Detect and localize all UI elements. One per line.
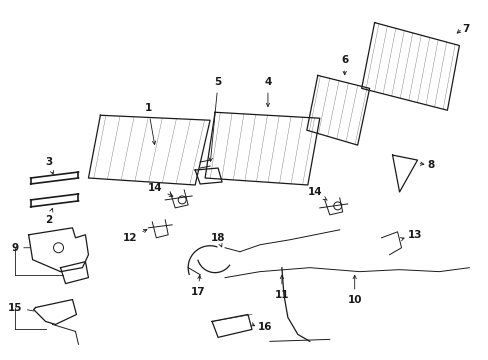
Text: 15: 15 (7, 302, 34, 312)
Text: 8: 8 (427, 160, 434, 170)
Text: 2: 2 (45, 208, 53, 225)
Text: 18: 18 (210, 233, 225, 247)
Text: 12: 12 (123, 229, 147, 243)
Text: 1: 1 (144, 103, 155, 144)
Text: 3: 3 (45, 157, 54, 174)
Text: 5: 5 (209, 77, 221, 161)
Text: 7: 7 (462, 24, 469, 33)
Text: 14: 14 (307, 187, 326, 200)
Text: 17: 17 (190, 275, 205, 297)
Text: 14: 14 (148, 183, 172, 197)
Text: 16: 16 (258, 323, 272, 332)
Text: 11: 11 (274, 275, 288, 300)
Text: 9: 9 (11, 243, 30, 253)
Text: 10: 10 (347, 275, 361, 305)
Text: 13: 13 (407, 230, 421, 240)
Text: 4: 4 (264, 77, 271, 107)
Text: 6: 6 (341, 55, 347, 75)
